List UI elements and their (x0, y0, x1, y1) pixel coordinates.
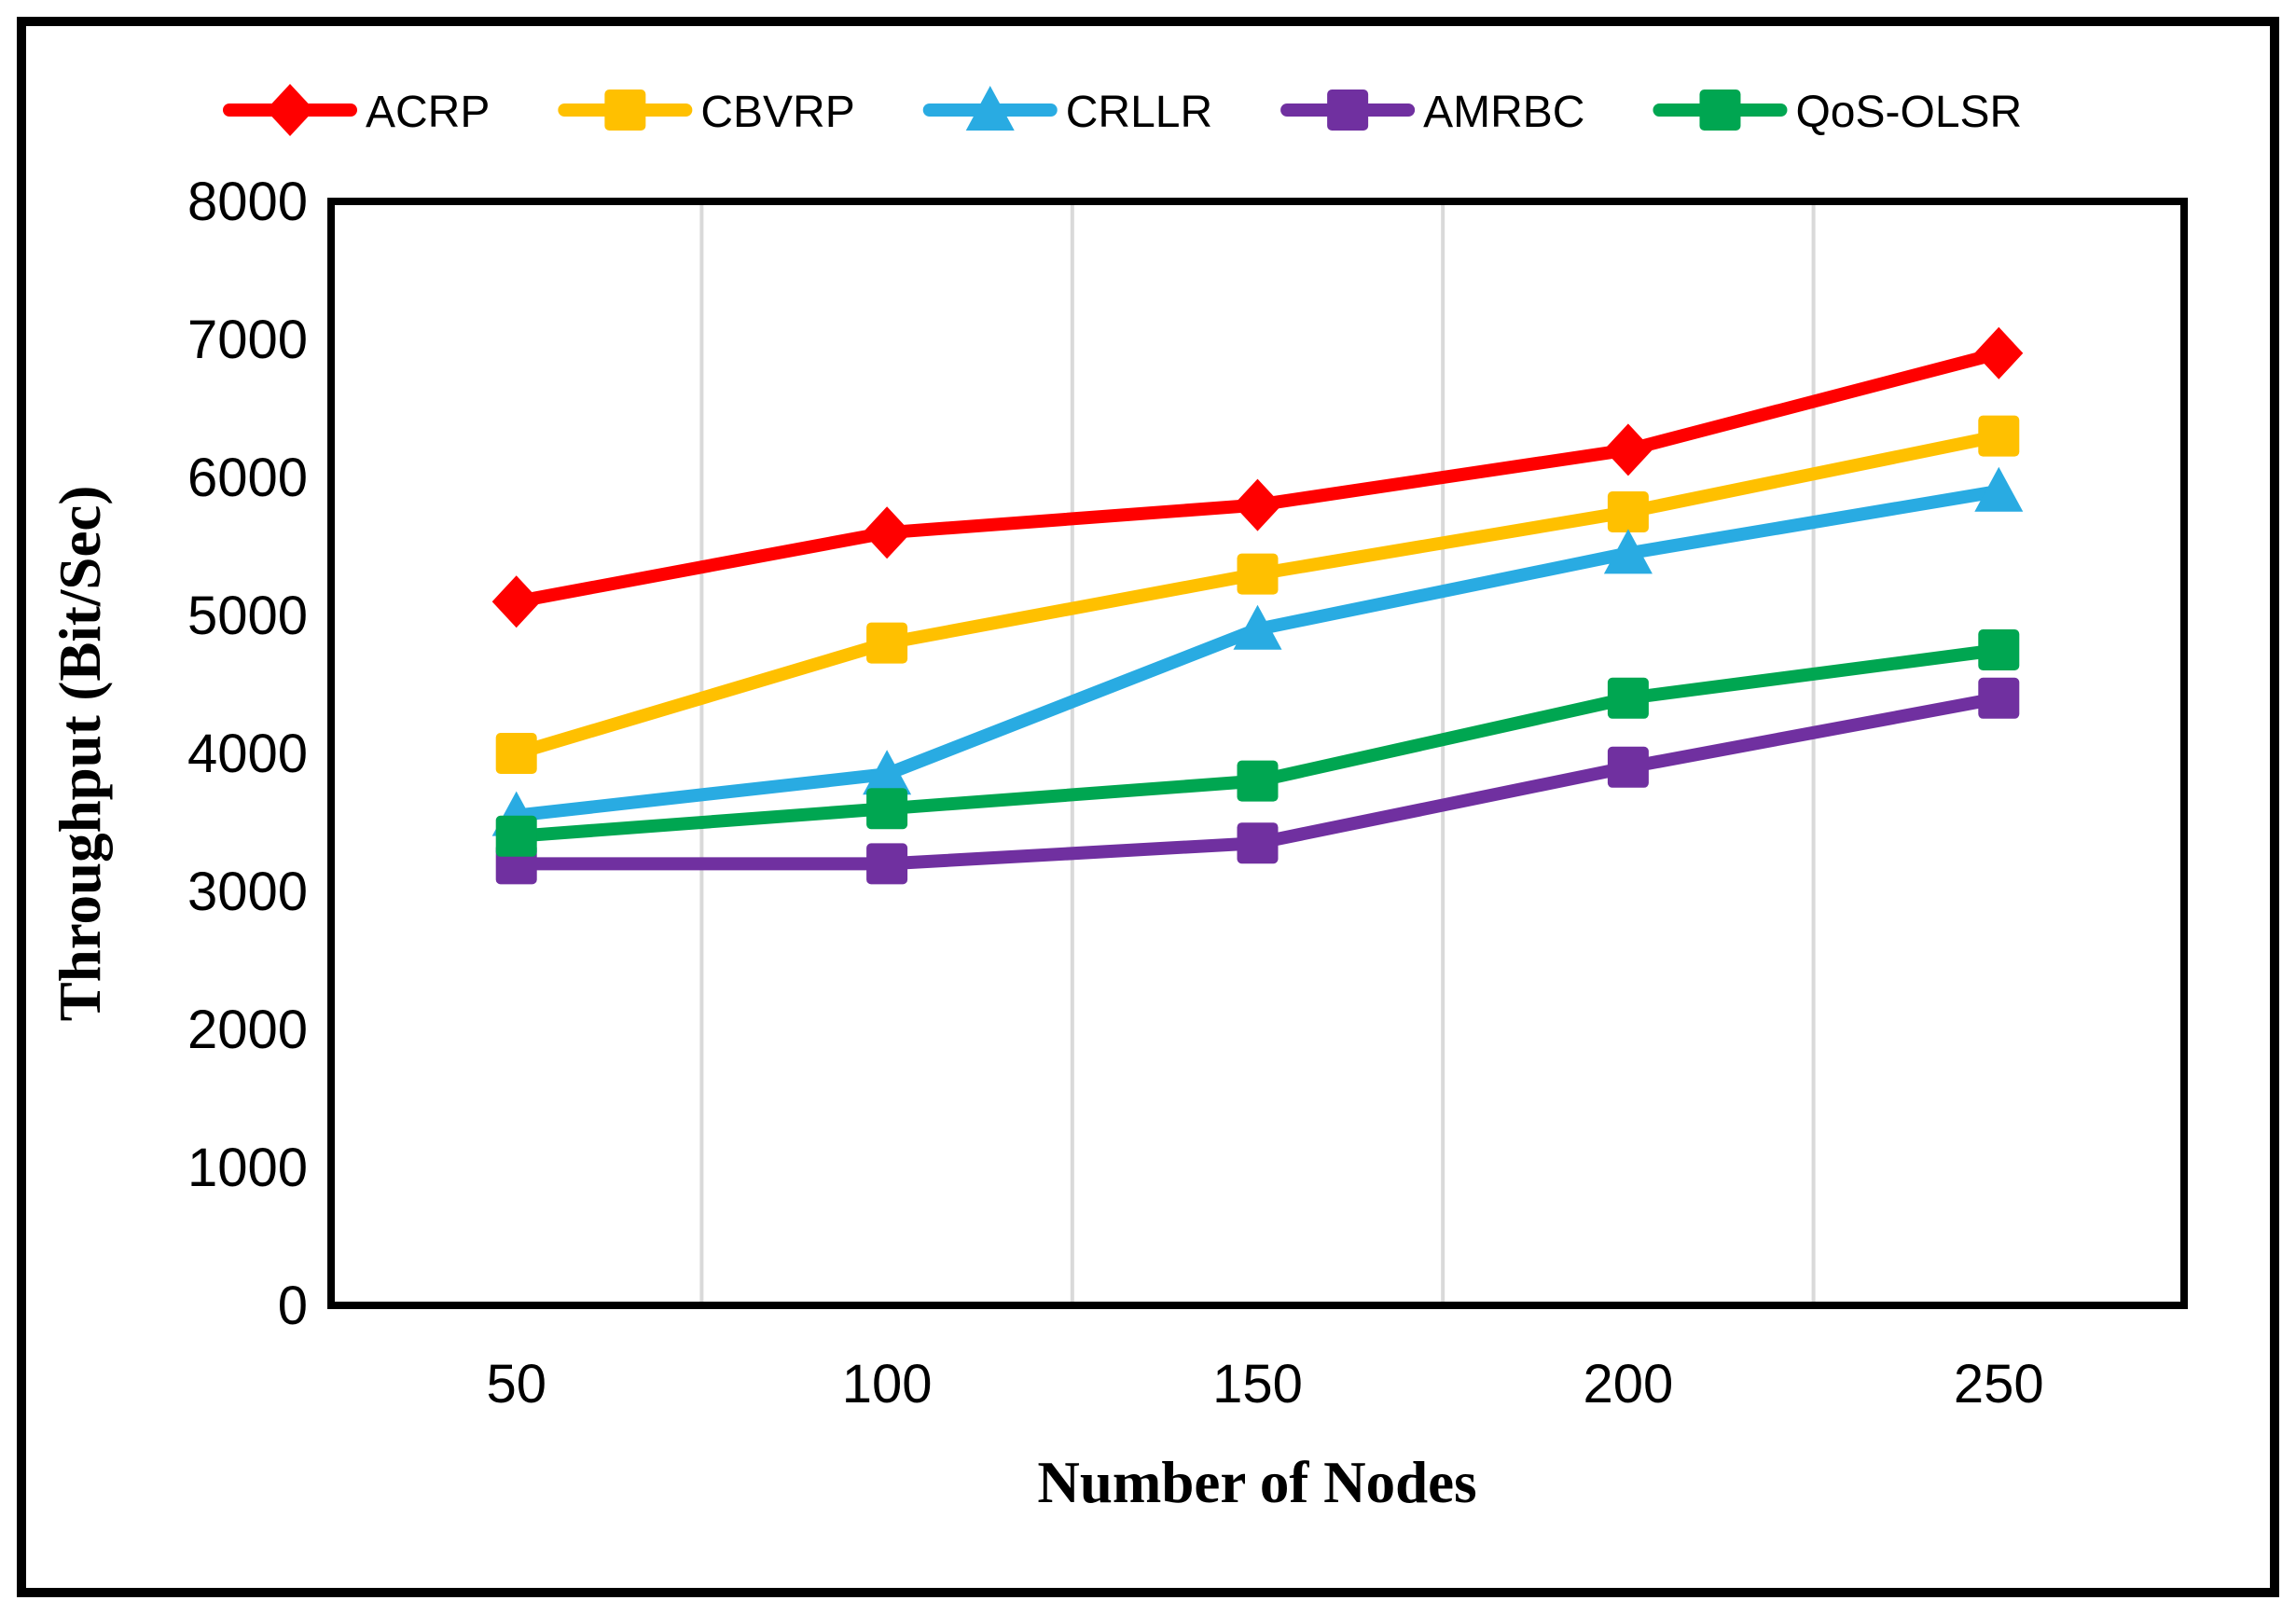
legend-label: QoS-OLSR (1795, 88, 2022, 137)
x-tick-label: 200 (1584, 1354, 1674, 1414)
series-marker-QoS-OLSR (866, 788, 908, 830)
figure-border (17, 17, 2279, 1597)
series-marker-ACRP (1603, 423, 1653, 476)
series-marker-CRLLR (1974, 466, 2024, 512)
series-marker-AMRBC (1978, 677, 2020, 719)
series-marker-ACRP (1974, 326, 2024, 379)
series-marker-QoS-OLSR (1237, 760, 1279, 802)
series-marker-CBVRP (1607, 491, 1649, 532)
series-marker-CBVRP (1978, 415, 2020, 457)
series-marker-CBVRP (495, 733, 537, 774)
y-tick-label: 2000 (187, 1000, 308, 1060)
legend-label: CRLLR (1066, 88, 1212, 137)
legend-marker-CRLLR (965, 86, 1015, 131)
series-marker-CBVRP (1237, 553, 1279, 595)
legend-item-CBVRP: CBVRP (558, 88, 855, 137)
legend-label: ACRP (366, 88, 490, 137)
series-marker-CBVRP (866, 622, 908, 664)
legend-item-QoS-OLSR: QoS-OLSR (1653, 88, 2022, 137)
series-marker-AMRBC (1237, 822, 1279, 864)
x-tick-label: 100 (842, 1354, 933, 1414)
series-marker-CRLLR (1233, 604, 1282, 650)
y-tick-label: 5000 (187, 586, 308, 646)
series-marker-CRLLR (863, 750, 912, 795)
legend-item-CRLLR: CRLLR (922, 86, 1212, 137)
series-marker-QoS-OLSR (495, 815, 537, 857)
y-tick-label: 1000 (187, 1138, 308, 1198)
series-marker-ACRP (1233, 478, 1282, 531)
y-tick-label: 4000 (187, 724, 308, 784)
legend-marker-CBVRP (604, 90, 646, 131)
series-marker-ACRP (491, 575, 541, 628)
chart-generated-layer: 0 1000 2000 3000 4000 5000 6000 7000 8000 50 100 15… (187, 84, 2188, 1414)
series-marker-ACRP (863, 506, 912, 559)
legend-marker-QoS-OLSR (1699, 90, 1741, 131)
y-tick-label: 0 (278, 1276, 308, 1336)
series-marker-QoS-OLSR (1607, 677, 1649, 719)
legend-marker-AMRBC (1327, 90, 1369, 131)
y-tick-label: 7000 (187, 310, 308, 370)
y-tick-label: 3000 (187, 862, 308, 922)
legend-label: CBVRP (700, 88, 854, 137)
x-tick-label: 50 (486, 1354, 546, 1414)
legend-item-ACRP: ACRP (223, 84, 490, 137)
series-marker-AMRBC (1607, 746, 1649, 788)
series-marker-CRLLR (1603, 529, 1653, 574)
legend-label: AMRBC (1423, 88, 1584, 137)
legend-item-AMRBC: AMRBC (1280, 88, 1584, 137)
legend-marker-ACRP (266, 84, 314, 136)
x-tick-label: 150 (1212, 1354, 1303, 1414)
y-tick-label: 8000 (187, 172, 308, 232)
legend: ACRP CBVRP CRLLR AMRBC QoS-OLSR (223, 84, 2022, 137)
plot-frame (327, 198, 2188, 1309)
series-marker-AMRBC (866, 843, 908, 885)
y-axis-title: Throughput (Bit/Sec) (48, 486, 113, 1022)
y-tick-label: 6000 (187, 448, 308, 508)
x-tick-label: 250 (1954, 1354, 2044, 1414)
series-marker-QoS-OLSR (1978, 629, 2020, 670)
x-axis-title: Number of Nodes (1037, 1450, 1476, 1515)
